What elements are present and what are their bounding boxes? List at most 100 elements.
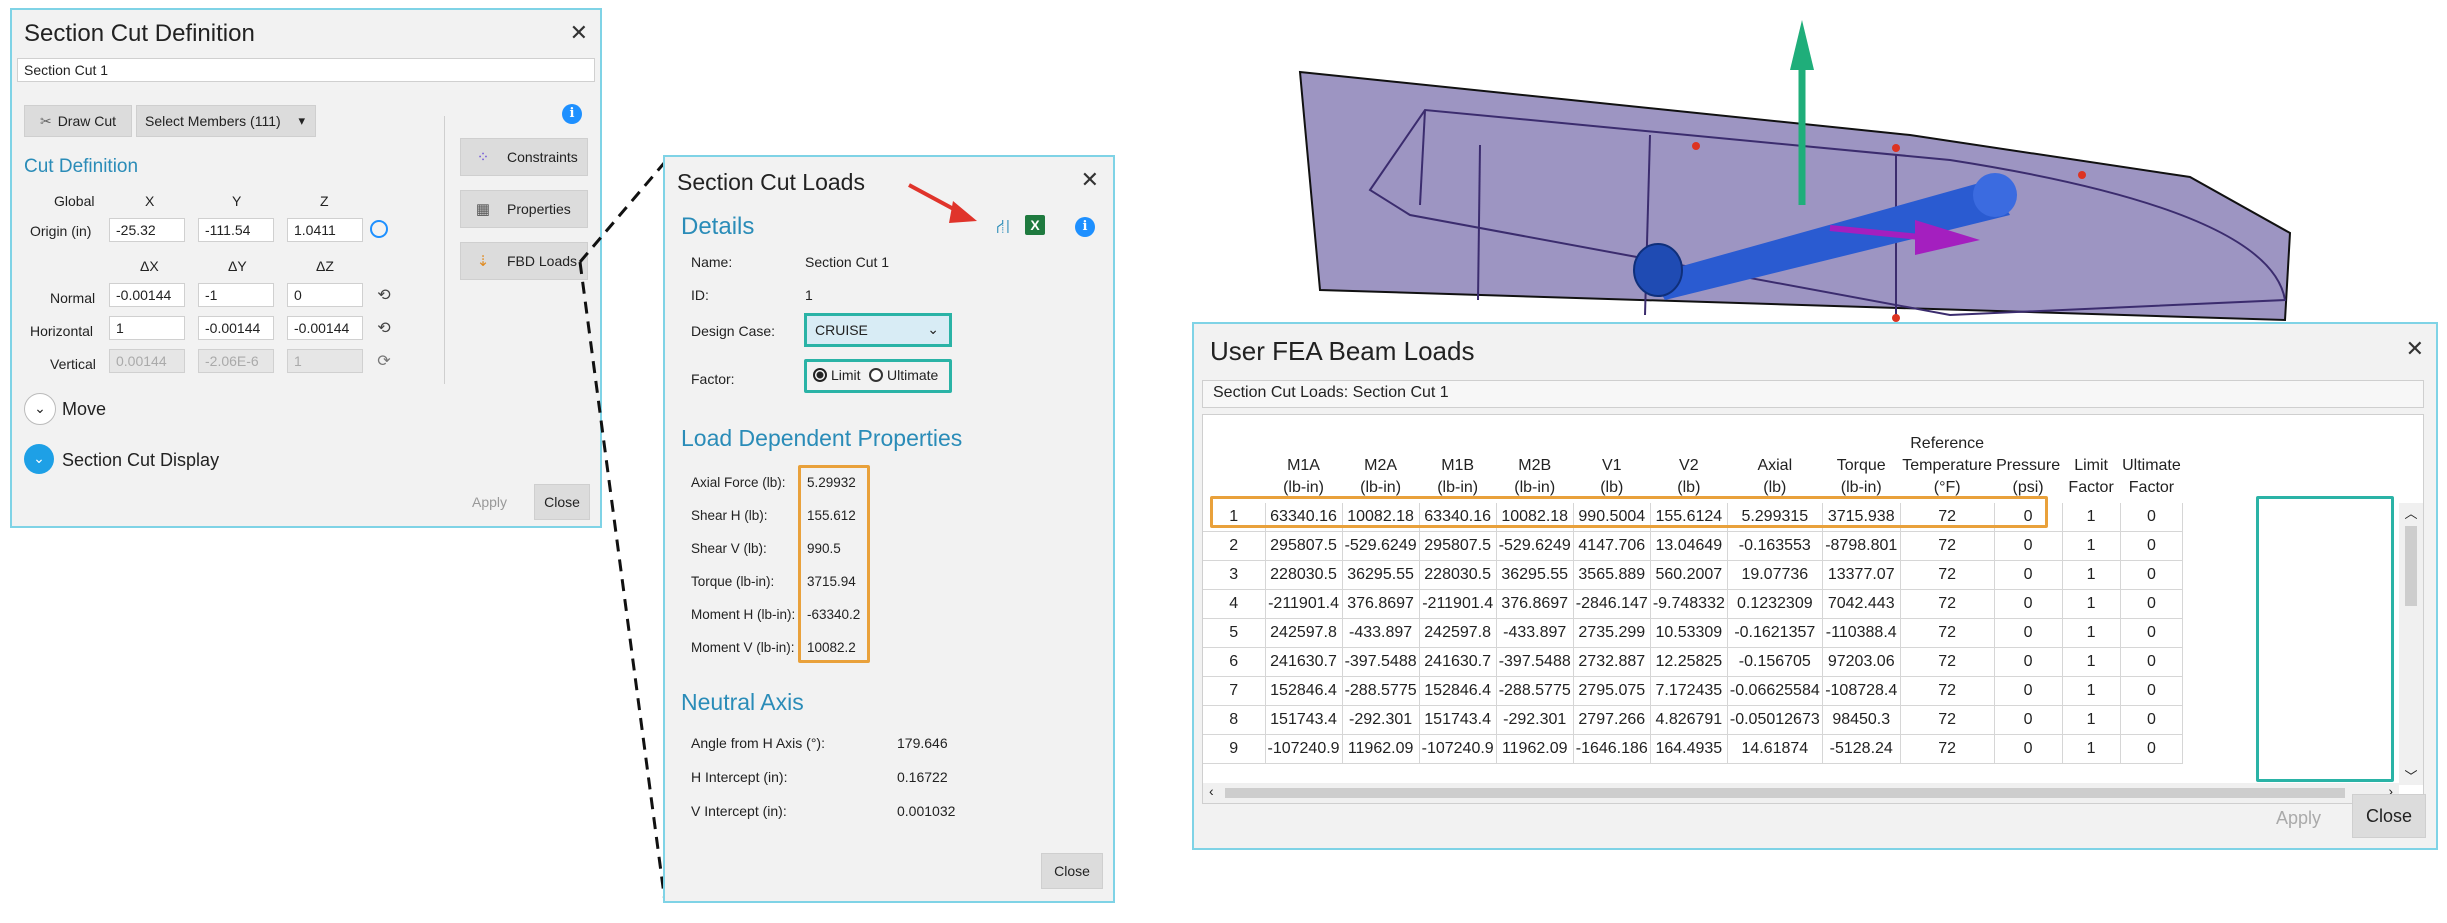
chevron-down-icon[interactable]: ⌄	[24, 393, 56, 425]
table-cell[interactable]: -529.6249	[1342, 531, 1420, 561]
close-icon[interactable]: ✕	[1080, 167, 1099, 192]
table-cell[interactable]: 376.8697	[1496, 589, 1574, 619]
table-cell[interactable]: -292.301	[1342, 705, 1420, 735]
table-cell[interactable]: 0	[2120, 618, 2184, 648]
table-cell[interactable]: 13377.07	[1822, 560, 1901, 590]
table-cell[interactable]: 3565.889	[1573, 560, 1651, 590]
apply-button[interactable]: Apply	[2276, 808, 2322, 828]
table-cell[interactable]: 72	[1900, 589, 1995, 619]
table-cell[interactable]: 376.8697	[1342, 589, 1420, 619]
table-cell[interactable]: 2732.887	[1573, 647, 1651, 677]
excel-icon[interactable]: X	[1025, 215, 1045, 235]
table-cell[interactable]: 164.4935	[1650, 734, 1728, 764]
table-cell[interactable]: 228030.5	[1265, 560, 1343, 590]
table-cell[interactable]: 19.07736	[1727, 560, 1823, 590]
table-cell[interactable]: 1	[2062, 531, 2121, 561]
table-cell[interactable]: 0	[2120, 705, 2184, 735]
table-cell[interactable]: 72	[1900, 531, 1995, 561]
horizontal-scrollbar[interactable]: ‹ ›	[1203, 783, 2399, 803]
table-cell[interactable]: 4147.706	[1573, 531, 1651, 561]
section-cut-name-field[interactable]: Section Cut 1	[17, 58, 595, 82]
table-cell[interactable]: 36295.55	[1496, 560, 1574, 590]
table-cell[interactable]: 151743.4	[1419, 705, 1497, 735]
table-cell[interactable]: 1	[2062, 647, 2121, 677]
table-cell[interactable]: 295807.5	[1419, 531, 1497, 561]
table-cell[interactable]: 72	[1900, 618, 1995, 648]
table-cell[interactable]: 242597.8	[1265, 618, 1343, 648]
table-cell[interactable]: -9.748332	[1650, 589, 1728, 619]
table-cell[interactable]: -2846.147	[1573, 589, 1651, 619]
table-cell[interactable]: -292.301	[1496, 705, 1574, 735]
table-cell[interactable]: -0.156705	[1727, 647, 1823, 677]
table-row[interactable]: 5 242597.8 -433.897 242597.8 -433.897 2735.29…	[1203, 618, 2184, 648]
section-cut-display-label[interactable]: Section Cut Display	[62, 450, 220, 470]
table-cell[interactable]: -0.1621357	[1727, 618, 1823, 648]
table-cell[interactable]: -5128.24	[1822, 734, 1901, 764]
draw-cut-button[interactable]: ✂ Draw Cut	[24, 105, 132, 137]
table-row[interactable]: 4 -211901.4 376.8697 -211901.4 376.8697 -2846…	[1203, 589, 2184, 619]
table-cell[interactable]: 1	[2062, 705, 2121, 735]
column-header[interactable]: Torque (lb-in)	[1822, 415, 1900, 503]
table-cell[interactable]: 295807.5	[1265, 531, 1343, 561]
table-cell[interactable]: 0	[2120, 503, 2184, 532]
table-cell[interactable]: 0	[2120, 560, 2184, 590]
table-cell[interactable]: 0	[2120, 531, 2184, 561]
move-label[interactable]: Move	[62, 399, 107, 419]
table-cell[interactable]: 0.1232309	[1727, 589, 1823, 619]
table-cell[interactable]: 1	[2062, 734, 2121, 764]
info-icon[interactable]: i	[1075, 217, 1095, 237]
scroll-down-icon[interactable]: ﹀	[2404, 769, 2418, 784]
table-cell[interactable]: -0.05012673	[1727, 705, 1823, 735]
table-cell[interactable]: 12.25825	[1650, 647, 1728, 677]
table-cell[interactable]: 11962.09	[1342, 734, 1420, 764]
table-cell[interactable]: 72	[1900, 734, 1995, 764]
table-cell[interactable]: -397.5488	[1496, 647, 1574, 677]
table-cell[interactable]: -397.5488	[1342, 647, 1420, 677]
column-header[interactable]: Reference Temperature (°F)	[1900, 415, 1994, 503]
scroll-thumb[interactable]	[2405, 526, 2417, 606]
design-case-select[interactable]: CRUISE ⌄	[804, 313, 952, 347]
column-header[interactable]: Axial (lb)	[1727, 415, 1822, 503]
column-header[interactable]: Limit Factor	[2062, 415, 2120, 503]
table-cell[interactable]: 1	[2062, 503, 2121, 532]
table-row[interactable]: 3 228030.5 36295.55 228030.5 36295.55 3565.88…	[1203, 560, 2184, 590]
limit-radio[interactable]	[813, 368, 827, 382]
close-button[interactable]: Close	[2352, 794, 2426, 838]
table-cell[interactable]: 2735.299	[1573, 618, 1651, 648]
table-cell[interactable]: -108728.4	[1822, 676, 1901, 706]
constraints-button[interactable]: ⁘ Constraints	[460, 138, 588, 176]
table-cell[interactable]: 0	[1994, 676, 2063, 706]
table-row[interactable]: 8 151743.4 -292.301 151743.4 -292.301 2797.26…	[1203, 705, 2184, 735]
origin-y-input[interactable]: -111.54	[198, 218, 274, 242]
table-cell[interactable]: -1646.186	[1573, 734, 1651, 764]
scroll-thumb[interactable]	[1225, 788, 2345, 798]
pick-origin-icon[interactable]	[370, 220, 388, 238]
horizontal-y-input[interactable]: -0.00144	[198, 316, 274, 340]
normal-z-input[interactable]: 0	[287, 283, 363, 307]
table-cell[interactable]: -433.897	[1496, 618, 1574, 648]
table-cell[interactable]: 0	[1994, 560, 2063, 590]
table-cell[interactable]: 241630.7	[1419, 647, 1497, 677]
vertical-scrollbar[interactable]: ︿ ﹀	[2399, 503, 2423, 785]
ultimate-radio-label[interactable]: Ultimate	[887, 367, 939, 383]
table-cell[interactable]: 1	[2062, 560, 2121, 590]
table-cell[interactable]: 2797.266	[1573, 705, 1651, 735]
table-cell[interactable]: 1	[2062, 676, 2121, 706]
table-cell[interactable]: -288.5775	[1342, 676, 1420, 706]
origin-x-input[interactable]: -25.32	[109, 218, 185, 242]
column-header[interactable]: M2B (lb-in)	[1496, 415, 1573, 503]
table-cell[interactable]: -211901.4	[1419, 589, 1497, 619]
table-cell[interactable]: 151743.4	[1265, 705, 1343, 735]
origin-z-input[interactable]: 1.0411	[287, 218, 363, 242]
table-row[interactable]: 9 -107240.9 11962.09 -107240.9 11962.09 -1646…	[1203, 734, 2184, 764]
ultimate-radio[interactable]	[869, 368, 883, 382]
table-cell[interactable]: -107240.9	[1265, 734, 1343, 764]
rotate-icon[interactable]: ⟳	[377, 353, 391, 370]
flip-normal-icon[interactable]: ⟲	[377, 287, 391, 304]
table-cell[interactable]: 36295.55	[1342, 560, 1420, 590]
column-header[interactable]	[1203, 415, 1265, 503]
table-cell[interactable]: 7.172435	[1650, 676, 1728, 706]
table-cell[interactable]: 241630.7	[1265, 647, 1343, 677]
close-icon[interactable]: ✕	[569, 20, 588, 45]
table-cell[interactable]: -107240.9	[1419, 734, 1497, 764]
